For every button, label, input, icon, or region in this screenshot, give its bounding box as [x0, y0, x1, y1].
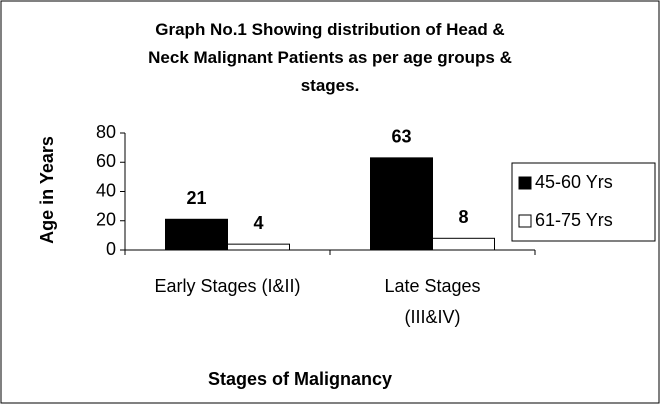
- data-label: 8: [458, 207, 468, 227]
- bar: [432, 237, 495, 251]
- y-tick-label: 40: [96, 180, 116, 200]
- data-label: 4: [253, 213, 263, 233]
- y-tick-label: 0: [106, 239, 116, 259]
- data-label: 21: [186, 188, 206, 208]
- bar: [370, 157, 433, 251]
- y-tick-label: 20: [96, 210, 116, 230]
- x-tick-label: Early Stages (I&II): [154, 276, 300, 296]
- legend-box: [511, 162, 656, 242]
- legend-swatch: [518, 176, 532, 190]
- chart-title: Graph No.1 Showing distribution of Head …: [148, 20, 512, 95]
- legend-swatch: [518, 214, 532, 228]
- legend-label: 61-75 Yrs: [535, 210, 613, 230]
- x-tick-label: Late Stages (III&IV): [384, 276, 480, 327]
- y-tick-label: 80: [96, 122, 116, 142]
- data-label: 63: [391, 127, 411, 147]
- legend-label: 45-60 Yrs: [535, 172, 613, 192]
- bar: [165, 218, 228, 251]
- y-axis-label: Age in Years: [37, 136, 57, 244]
- x-axis-label: Stages of Malignancy: [208, 369, 392, 389]
- y-tick-label: 60: [96, 151, 116, 171]
- bar: [227, 243, 290, 251]
